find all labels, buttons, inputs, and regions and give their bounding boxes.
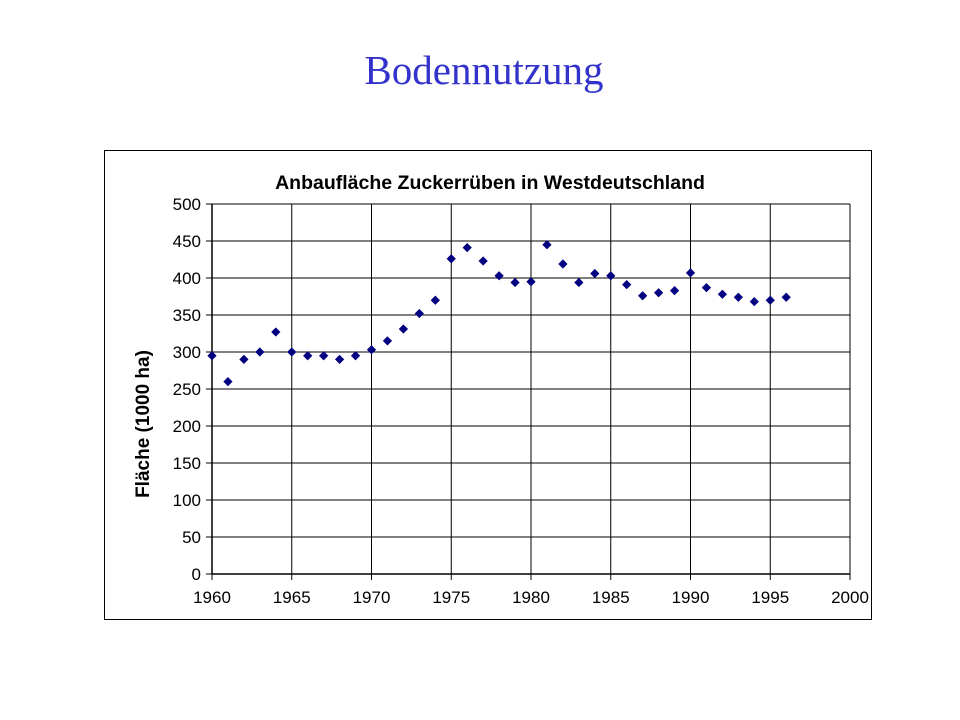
x-tick-label: 1965 bbox=[273, 588, 311, 607]
data-point bbox=[462, 243, 472, 253]
data-point bbox=[414, 308, 424, 319]
data-point bbox=[590, 268, 600, 279]
y-tick-label: 350 bbox=[173, 306, 201, 325]
slide-title: Bodennutzung bbox=[364, 47, 604, 93]
data-point bbox=[271, 327, 281, 337]
data-point bbox=[701, 282, 712, 293]
data-point bbox=[622, 280, 632, 290]
data-point bbox=[478, 256, 488, 266]
y-axis-label: Fläche (1000 ha) bbox=[133, 350, 154, 498]
y-tick-label: 150 bbox=[173, 454, 201, 473]
data-point bbox=[510, 277, 520, 288]
data-point bbox=[606, 271, 616, 281]
data-point bbox=[239, 354, 249, 365]
y-tick-label: 0 bbox=[192, 565, 201, 584]
data-point bbox=[366, 345, 377, 355]
data-point bbox=[669, 285, 680, 296]
y-tick-label: 100 bbox=[173, 491, 201, 510]
x-tick-label: 1970 bbox=[353, 588, 391, 607]
data-point bbox=[430, 295, 440, 305]
data-point bbox=[255, 347, 265, 357]
data-point bbox=[685, 268, 696, 278]
x-tick-label: 1975 bbox=[432, 588, 470, 607]
chart-title: Anbaufläche Zuckerrüben in Westdeutschla… bbox=[275, 172, 705, 194]
data-point bbox=[638, 291, 648, 301]
data-point bbox=[350, 351, 361, 361]
y-tick-label: 200 bbox=[173, 417, 201, 436]
data-point bbox=[749, 297, 759, 307]
x-tick-label: 1990 bbox=[672, 588, 710, 607]
data-point bbox=[398, 324, 409, 334]
data-point bbox=[717, 289, 728, 299]
grid-layer bbox=[211, 203, 851, 575]
data-point bbox=[494, 271, 504, 281]
data-point bbox=[574, 277, 584, 288]
x-tick-label: 2000 bbox=[831, 588, 869, 607]
y-tick-label: 400 bbox=[173, 269, 201, 288]
x-tick-label: 1985 bbox=[592, 588, 630, 607]
data-point bbox=[334, 354, 345, 365]
x-tick-label: 1995 bbox=[751, 588, 789, 607]
data-point bbox=[781, 292, 791, 302]
y-tick-label: 450 bbox=[173, 232, 201, 251]
data-point bbox=[207, 351, 217, 361]
chart-frame: Anbaufläche Zuckerrüben in Westdeutschla… bbox=[104, 150, 872, 620]
data-point bbox=[558, 259, 568, 269]
data-point bbox=[653, 288, 664, 298]
axis-layer: 0 50 100 150 200 250 300 350 400 450 500 1960 1965 19… bbox=[173, 195, 869, 607]
y-tick-label: 300 bbox=[173, 343, 201, 362]
data-point bbox=[446, 254, 456, 264]
data-point bbox=[526, 277, 536, 287]
data-point bbox=[287, 347, 297, 357]
y-tick-label: 50 bbox=[182, 528, 201, 547]
x-tick-label: 1980 bbox=[512, 588, 550, 607]
data-point bbox=[765, 295, 775, 305]
data-point bbox=[382, 336, 393, 346]
data-point bbox=[319, 351, 329, 361]
data-point bbox=[223, 376, 233, 387]
y-tick-label: 250 bbox=[173, 380, 201, 399]
y-tick-label: 500 bbox=[173, 195, 201, 214]
data-point bbox=[542, 240, 552, 250]
data-point bbox=[733, 292, 743, 302]
points-layer bbox=[207, 240, 791, 387]
chart-plot: Anbaufläche Zuckerrüben in Westdeutschla… bbox=[133, 172, 869, 607]
data-point bbox=[303, 351, 313, 361]
x-tick-label: 1960 bbox=[193, 588, 231, 607]
